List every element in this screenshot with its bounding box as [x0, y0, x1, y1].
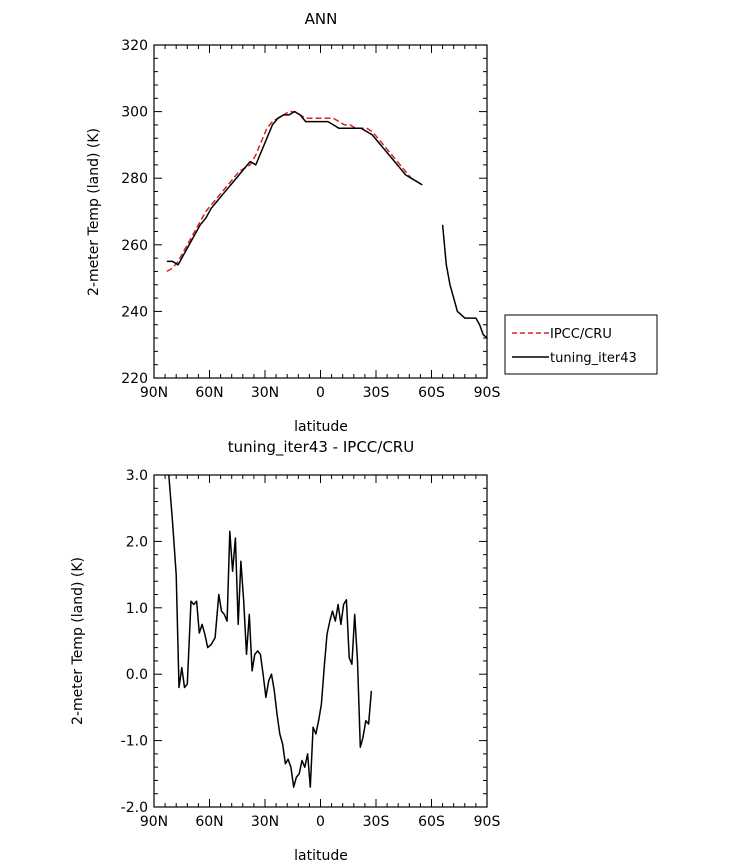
- y-tick-label: 280: [121, 171, 148, 187]
- x-tick-label: 30S: [363, 385, 390, 401]
- x-tick-label: 60S: [418, 385, 445, 401]
- y-tick-label: 320: [121, 38, 148, 54]
- y-tick-label: 220: [121, 371, 148, 387]
- x-tick-label: 90S: [474, 385, 501, 401]
- x-tick-label: 60S: [418, 814, 445, 830]
- series-line-tuning-iter43-segment-0: [166, 110, 423, 266]
- x-tick-label: 90S: [474, 814, 501, 830]
- legend: IPCC/CRU tuning_iter43: [504, 314, 658, 375]
- legend-box: [504, 314, 658, 375]
- top-chart-xlabel: latitude: [294, 419, 348, 435]
- legend-label-tuning-iter43: tuning_iter43: [550, 351, 637, 366]
- bottom-chart-title: tuning_iter43 - IPCC/CRU: [228, 438, 414, 457]
- x-tick-label: 30S: [363, 814, 390, 830]
- y-tick-label: -2.0: [121, 800, 148, 816]
- top-chart-title: ANN: [305, 10, 338, 28]
- y-tick-label: 300: [121, 105, 148, 121]
- top-chart-series: [166, 110, 488, 339]
- y-tick-label: -1.0: [121, 734, 148, 750]
- series-line-tuning-iter43-segment-1: [441, 224, 488, 339]
- bottom-chart-panel: tuning_iter43 - IPCC/CRU 2-meter Temp (l…: [70, 438, 500, 864]
- y-tick-label: 0.0: [126, 667, 148, 683]
- bottom-chart-xlabel: latitude: [294, 848, 348, 864]
- top-chart-ticks: 90N 60N 30N 0 30S 60S 90S 320 300 280 260 240 220: [121, 38, 500, 401]
- y-tick-label: 3.0: [126, 468, 148, 484]
- x-tick-label: 60N: [195, 814, 223, 830]
- x-tick-label: 30N: [251, 814, 279, 830]
- y-tick-label: 260: [121, 238, 148, 254]
- top-chart-frame: [153, 44, 488, 379]
- y-tick-label: 2.0: [126, 534, 148, 550]
- x-tick-label: 90N: [140, 385, 168, 401]
- legend-label-ipcc-cru: IPCC/CRU: [550, 327, 612, 342]
- bottom-chart-ylabel: 2-meter Temp (land) (K): [70, 557, 86, 725]
- top-chart-panel: ANN 2-meter Temp (land) (K) latitude 90N…: [86, 10, 500, 435]
- y-tick-label: 1.0: [126, 601, 148, 617]
- x-tick-label: 0: [316, 814, 325, 830]
- bottom-chart-frame: [153, 474, 488, 808]
- x-tick-label: 30N: [251, 385, 279, 401]
- y-tick-label: 240: [121, 304, 148, 320]
- bottom-chart-series: [168, 474, 373, 788]
- x-tick-label: 60N: [195, 385, 223, 401]
- top-chart-ylabel: 2-meter Temp (land) (K): [86, 128, 102, 296]
- bottom-chart-ticks: 90N 60N 30N 0 30S 60S 90S 3.0 2.0 1.0 0.0 -1.0 -2.0: [121, 468, 501, 830]
- series-line-ipcc-cru-segment-0: [166, 110, 423, 273]
- x-tick-label: 90N: [140, 814, 168, 830]
- series-line-difference-segment-0: [168, 474, 373, 788]
- x-tick-label: 0: [316, 385, 325, 401]
